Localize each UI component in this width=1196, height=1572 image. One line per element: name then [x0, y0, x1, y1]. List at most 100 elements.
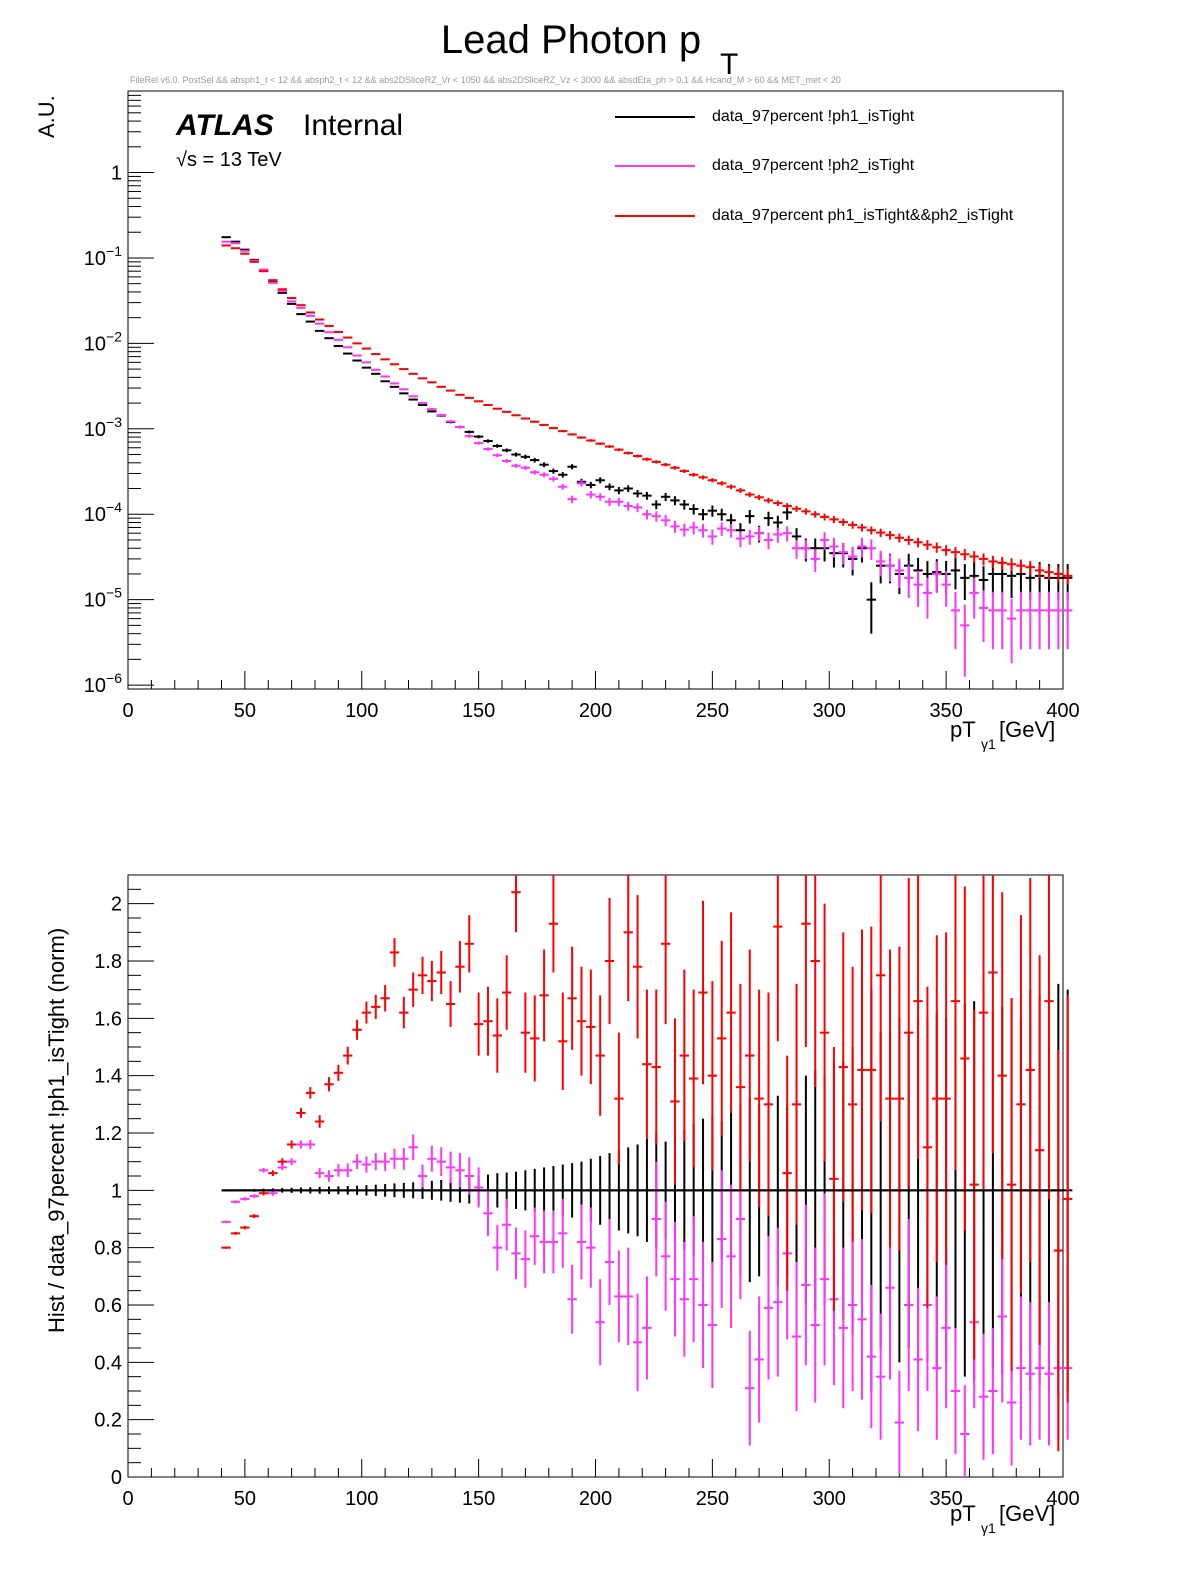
x-tick-label: 250 — [696, 700, 729, 722]
ratio-point — [595, 995, 605, 1116]
data-point — [660, 492, 671, 502]
data-point — [595, 493, 605, 501]
legend-entry: data_97percent ph1_isTight&&ph2_isTight — [615, 207, 1014, 224]
y-tick-label: 0.6 — [94, 1295, 122, 1317]
data-point — [632, 503, 643, 513]
ratio-point — [988, 1327, 998, 1455]
ratio-point — [726, 1184, 736, 1328]
ratio-point — [642, 989, 652, 1139]
data-point — [343, 346, 353, 349]
data-point — [642, 457, 652, 461]
ratio-point — [773, 1227, 783, 1377]
data-point — [324, 331, 334, 334]
data-point — [754, 526, 764, 542]
ratio-point — [1044, 1302, 1054, 1446]
ratio-point — [445, 981, 456, 1027]
ratio-point — [904, 1219, 914, 1391]
data-point — [604, 445, 615, 448]
data-point — [296, 313, 306, 316]
data-point — [389, 363, 400, 366]
data-point — [548, 427, 559, 430]
data-point — [698, 475, 708, 480]
x-tick-label: 50 — [234, 1488, 256, 1510]
data-point — [819, 513, 830, 521]
upper-x-axis: 0 50 100 150 200 250 300 350 400 — [122, 671, 1080, 722]
data-point — [352, 354, 362, 357]
ratio-point — [819, 903, 830, 1162]
ratio-point — [866, 926, 876, 1214]
ratio-point — [707, 1262, 718, 1389]
ratio-point — [857, 929, 867, 1211]
ratio-point — [745, 1330, 755, 1446]
data-point — [1025, 560, 1035, 575]
ratio-point — [689, 1216, 699, 1343]
ratio-point — [539, 949, 549, 1042]
ratio-point — [520, 1230, 531, 1288]
ratio-point — [847, 966, 858, 1242]
svg-text:pT: pT — [950, 717, 976, 742]
data-point — [539, 472, 549, 478]
ratio-point — [240, 1197, 250, 1201]
data-point — [801, 539, 811, 559]
ratio-point — [436, 1147, 446, 1176]
data-point — [735, 531, 746, 548]
ratio-point — [548, 1210, 559, 1274]
data-point — [922, 577, 933, 619]
data-point — [745, 509, 755, 524]
ratio-point — [698, 900, 708, 1085]
x-tick-label: 300 — [813, 1488, 846, 1510]
data-point — [810, 511, 820, 518]
data-point — [399, 392, 409, 395]
ratio-point — [810, 1247, 820, 1403]
ratio-point — [1006, 998, 1017, 1371]
ratio-point — [417, 956, 428, 994]
ratio-point — [1016, 1296, 1026, 1440]
ratio-point — [614, 1250, 624, 1343]
legend: data_97percent !ph1_isTight data_97perce… — [615, 108, 1014, 224]
ratio-point — [773, 875, 783, 1042]
ratio-point — [221, 1220, 231, 1224]
y-tick-label: 10−6 — [84, 670, 122, 697]
data-point — [352, 359, 362, 362]
data-point — [548, 468, 559, 474]
data-point — [932, 542, 942, 553]
data-point — [558, 472, 568, 478]
data-point — [548, 476, 559, 482]
x-tick-label: 250 — [696, 1488, 729, 1510]
data-point — [380, 375, 390, 378]
data-point — [492, 453, 502, 458]
data-point — [838, 542, 848, 565]
ratio-point — [754, 989, 764, 1208]
ratio-point — [455, 1153, 465, 1188]
ratio-point — [623, 875, 633, 1002]
data-point — [763, 497, 774, 504]
ratio-point — [268, 1170, 278, 1176]
ratio-point — [277, 1164, 287, 1171]
x-tick-label: 350 — [929, 1488, 962, 1510]
data-point — [997, 591, 1007, 650]
data-point — [960, 564, 970, 601]
ratio-point — [492, 1224, 502, 1271]
data-point — [707, 478, 718, 483]
data-point — [530, 470, 540, 475]
data-point — [745, 529, 755, 545]
y-tick-label: 1.2 — [94, 1123, 122, 1145]
ratio-series — [221, 875, 1073, 1477]
ratio-point — [567, 1264, 577, 1334]
ratio-point — [623, 1247, 633, 1346]
data-point — [754, 494, 764, 500]
ratio-point — [1025, 1302, 1035, 1446]
ratio-point — [389, 938, 400, 967]
data-point — [773, 527, 783, 543]
data-point — [408, 398, 418, 401]
ratio-point — [305, 1087, 315, 1099]
data-point — [857, 523, 867, 532]
data-point — [333, 330, 344, 333]
ratio-point — [296, 1140, 306, 1149]
data-point — [1025, 591, 1035, 650]
data-point — [978, 590, 989, 642]
data-point — [473, 435, 484, 439]
data-point — [941, 545, 951, 556]
data-point — [427, 410, 437, 413]
ratio-point — [632, 895, 643, 1039]
